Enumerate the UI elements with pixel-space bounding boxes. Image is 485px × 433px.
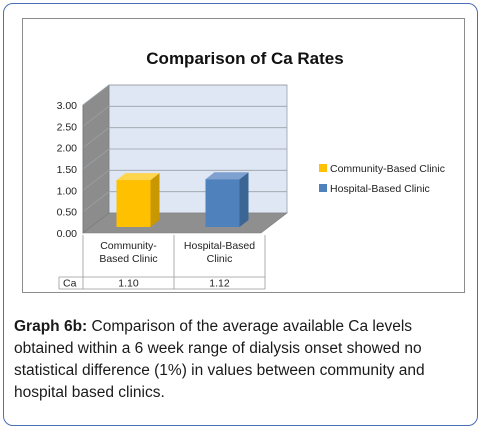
bar-community <box>116 180 151 227</box>
data-table-value: 1.10 <box>118 278 139 290</box>
legend-entry: Community-Based Clinic <box>330 163 445 175</box>
y-tick-label: 0.00 <box>57 228 78 240</box>
figure-caption: Graph 6b: Comparison of the average avai… <box>14 316 472 404</box>
bar-hospital <box>205 179 240 227</box>
data-table-series-label: Ca <box>63 278 77 290</box>
gridline-side <box>82 170 110 191</box>
data-table-value: 1.12 <box>209 278 230 290</box>
y-tick-label: 3.00 <box>57 100 78 112</box>
legend-swatch <box>319 164 327 172</box>
x-category-label: Community- <box>100 240 157 252</box>
figure-card: Comparison of Ca Rates 0.00 0.50 1.00 1.50 2.… <box>3 3 478 426</box>
y-tick-label: 2.50 <box>57 121 78 133</box>
chart-title: Comparison of Ca Rates <box>146 49 343 68</box>
caption-label: Graph 6b: <box>14 318 88 335</box>
y-tick-label: 1.50 <box>57 164 78 176</box>
caption-text: Comparison of the average available Ca l… <box>14 318 425 401</box>
y-tick-label: 0.50 <box>57 207 78 219</box>
x-category-label: Based Clinic <box>99 253 157 265</box>
x-category-label: Hospital-Based <box>184 240 255 252</box>
bar-side <box>239 172 249 227</box>
plot-floor <box>82 212 288 234</box>
x-category-label: Clinic <box>207 253 233 265</box>
gridline-side <box>82 148 110 170</box>
gridline-side <box>82 106 110 127</box>
chart-area: Comparison of Ca Rates 0.00 0.50 1.00 1.50 2.… <box>22 18 465 293</box>
bar-chart: Comparison of Ca Rates 0.00 0.50 1.00 1.50 2.… <box>57 49 445 290</box>
legend-entry: Hospital-Based Clinic <box>330 183 430 195</box>
bar-top <box>116 173 160 181</box>
gridline-side <box>82 84 110 106</box>
bar-side <box>150 173 160 227</box>
y-tick-label: 2.00 <box>57 143 78 155</box>
gridline-side <box>82 127 110 148</box>
gridline-side <box>82 191 110 212</box>
bar-top <box>205 172 249 180</box>
legend-swatch <box>319 184 327 192</box>
y-tick-label: 1.00 <box>57 185 78 197</box>
